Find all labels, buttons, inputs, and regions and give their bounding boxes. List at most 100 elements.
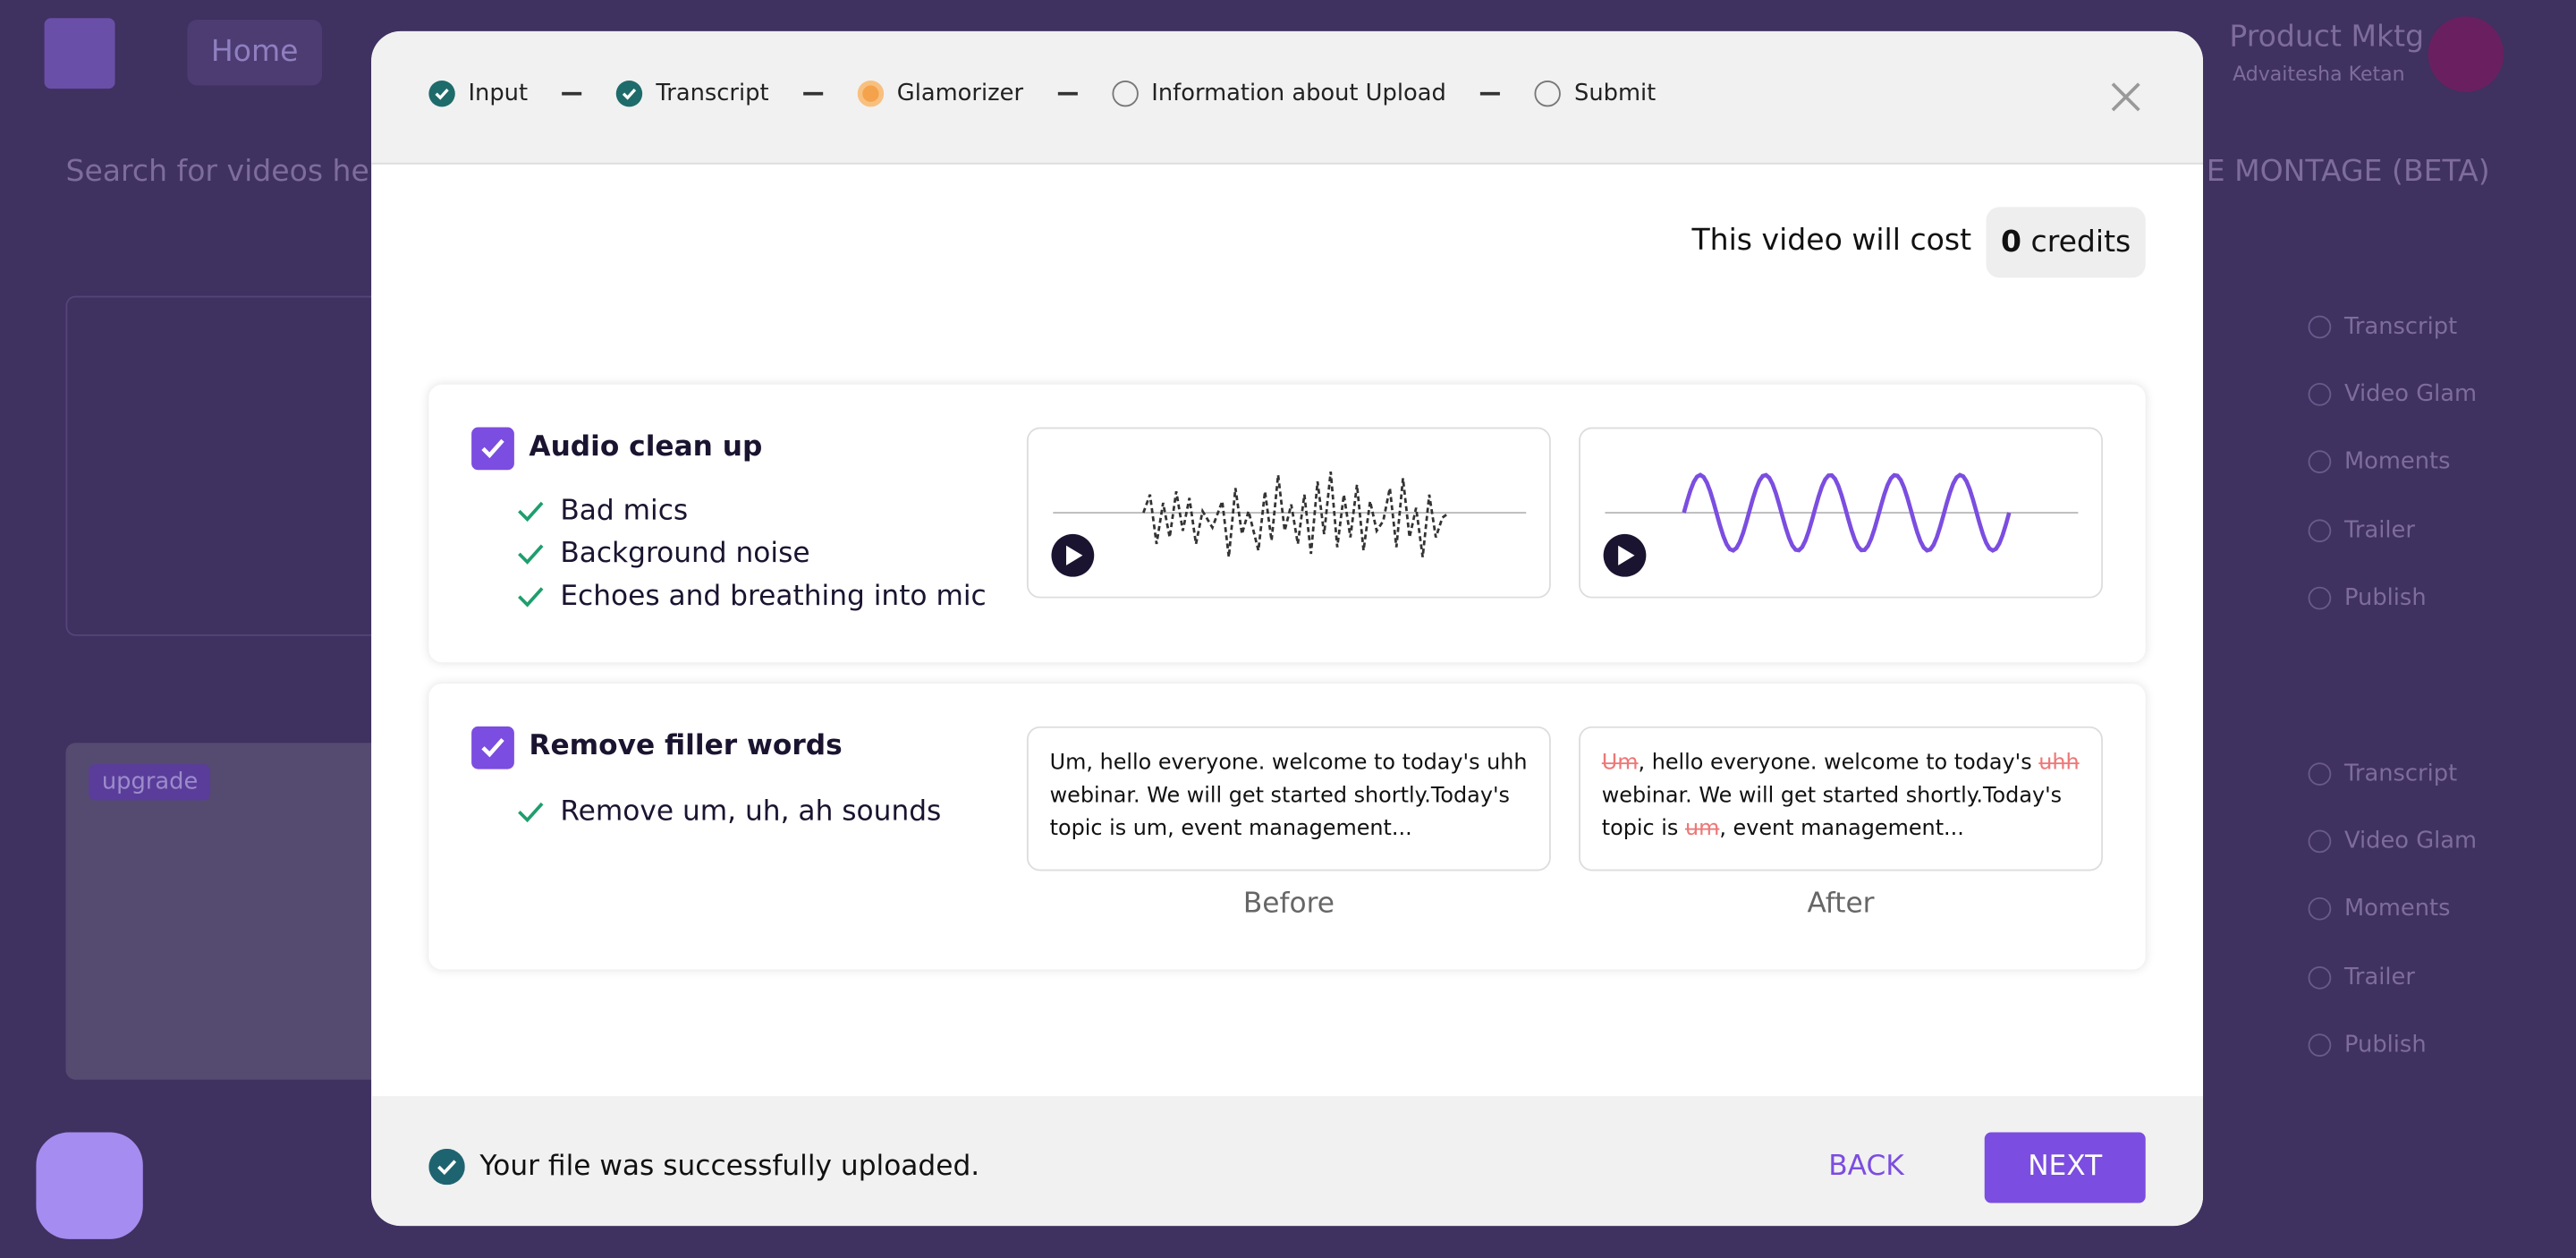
- stepper: Input Transcript Glamorizer Information abo…: [371, 30, 2204, 165]
- feature-title: Audio clean up: [529, 430, 763, 463]
- dot: [2308, 586, 2332, 610]
- dot: [2308, 382, 2332, 406]
- step-label: Transcript: [656, 80, 769, 107]
- step: Information about Upload: [1112, 80, 1446, 107]
- check: [518, 802, 544, 823]
- dot: [2308, 965, 2332, 989]
- feature-card: Audio clean up Bad mics Background noise E…: [428, 384, 2146, 663]
- text: , event management...: [1719, 816, 1964, 842]
- dot: [2308, 897, 2332, 921]
- waveform-before: [1026, 427, 1551, 599]
- item-label: Remove um, uh, ah sounds: [560, 795, 942, 829]
- next-button[interactable]: NEXT: [1984, 1132, 2146, 1203]
- feature-item: Echoes and breathing into mic: [514, 575, 987, 618]
- step: Submit: [1534, 80, 1657, 107]
- sidebar: Transcript Video Glam Moments Trailer Publis…: [2308, 293, 2478, 632]
- sidebar: Transcript Video Glam Moments Trailer Publis…: [2308, 740, 2478, 1079]
- step-icon: [616, 80, 643, 107]
- status-icon: [428, 1148, 465, 1186]
- feature-item: Remove um, uh, ah sounds: [514, 790, 941, 833]
- chat-button[interactable]: [36, 1132, 143, 1239]
- separator: [803, 91, 824, 96]
- credits: 0 credits: [1986, 207, 2146, 278]
- dot: [2308, 829, 2332, 854]
- sidebar-item: Moments: [2308, 875, 2478, 943]
- sidebar-label: Transcript: [2343, 313, 2458, 340]
- step: Glamorizer: [857, 80, 1024, 107]
- sidebar-item: Publish: [2308, 564, 2478, 632]
- modal: Input Transcript Glamorizer Information abo…: [371, 30, 2204, 1227]
- sidebar-item: Trailer: [2308, 943, 2478, 1011]
- separator: [1480, 91, 1501, 96]
- sidebar-label: Moments: [2343, 448, 2451, 476]
- step-label: Information about Upload: [1151, 80, 1446, 107]
- upgrade[interactable]: upgrade: [89, 764, 211, 801]
- item-label: Bad mics: [560, 494, 689, 528]
- feature-item: Bad mics: [514, 489, 987, 532]
- dot: [2308, 761, 2332, 786]
- dot: [2308, 450, 2332, 474]
- sidebar-item: Transcript: [2308, 293, 2478, 361]
- sidebar-label: Trailer: [2343, 516, 2415, 544]
- step-icon: [1112, 80, 1139, 107]
- step: Transcript: [616, 80, 769, 107]
- sidebar-item: Video Glam: [2308, 361, 2477, 429]
- dot: [2308, 518, 2332, 542]
- step-label: Input: [468, 80, 529, 107]
- text: webinar. We will get started shortly.Tod…: [1601, 784, 2063, 842]
- sidebar-item: Trailer: [2308, 496, 2478, 564]
- step-icon: [857, 80, 885, 107]
- cost-label: This video will cost: [1691, 223, 1972, 259]
- sidebar-item: Moments: [2308, 429, 2478, 497]
- cost-value: 0: [2000, 225, 2022, 260]
- checkbox[interactable]: [471, 427, 514, 471]
- feature-title: Remove filler words: [529, 729, 843, 763]
- step-label: Submit: [1574, 80, 1657, 107]
- feature-item: Background noise: [514, 532, 987, 575]
- footer: Your file was successfully uploaded. BAC…: [371, 1096, 2204, 1227]
- dot: [2308, 314, 2332, 338]
- sidebar-item: Video Glam: [2308, 807, 2478, 875]
- text: , hello everyone. welcome to today's: [1638, 751, 2039, 776]
- cost-unit: credits: [2030, 225, 2131, 260]
- logo: [44, 18, 115, 89]
- avatar[interactable]: [2428, 16, 2504, 92]
- feature-card: Remove filler words Remove um, uh, ah so…: [428, 684, 2146, 970]
- after-label: After: [1807, 887, 1875, 921]
- nav-home[interactable]: Home: [187, 20, 322, 86]
- search[interactable]: Search for videos here: [65, 154, 400, 190]
- checkbox[interactable]: [471, 726, 514, 769]
- bg-card: [65, 295, 398, 636]
- waveform-after: [1579, 427, 2103, 599]
- filler-word: uhh: [2038, 751, 2080, 776]
- user-name: Product Mktg: [2229, 20, 2425, 55]
- step-icon: [428, 80, 455, 107]
- sidebar-label: Transcript: [2343, 760, 2458, 787]
- step-label: Glamorizer: [896, 80, 1024, 107]
- steps: Input Transcript Glamorizer Information abo…: [428, 80, 1657, 107]
- separator: [1057, 91, 1078, 96]
- close[interactable]: [2109, 81, 2142, 114]
- item-label: Background noise: [560, 537, 810, 571]
- sidebar-label: Publish: [2343, 1032, 2427, 1058]
- montage[interactable]: E MONTAGE (BETA): [2206, 154, 2490, 190]
- sidebar-label: Video Glam: [2343, 828, 2478, 854]
- feature-items: Remove um, uh, ah sounds: [514, 790, 941, 833]
- check: [518, 501, 544, 523]
- feature-items: Bad mics Background noise Echoes and breat…: [514, 489, 987, 617]
- sidebar-label: Publish: [2343, 584, 2427, 611]
- item-label: Echoes and breathing into mic: [560, 580, 987, 614]
- user-sub: Advaitesha Ketan: [2233, 62, 2405, 86]
- step-icon: [1534, 80, 1562, 107]
- filler-word: Um: [1601, 751, 1639, 776]
- step: Input: [428, 80, 529, 107]
- sidebar-item: Transcript: [2308, 740, 2478, 808]
- back-button[interactable]: BACK: [1828, 1150, 1904, 1184]
- check: [518, 544, 544, 565]
- before-label: Before: [1242, 887, 1335, 921]
- status: Your file was successfully uploaded.: [479, 1150, 980, 1184]
- transcript-after: Um, hello everyone. welcome to today's u…: [1579, 726, 2103, 871]
- check: [518, 587, 544, 608]
- transcript-before: Um, hello everyone. welcome to today's u…: [1026, 726, 1551, 871]
